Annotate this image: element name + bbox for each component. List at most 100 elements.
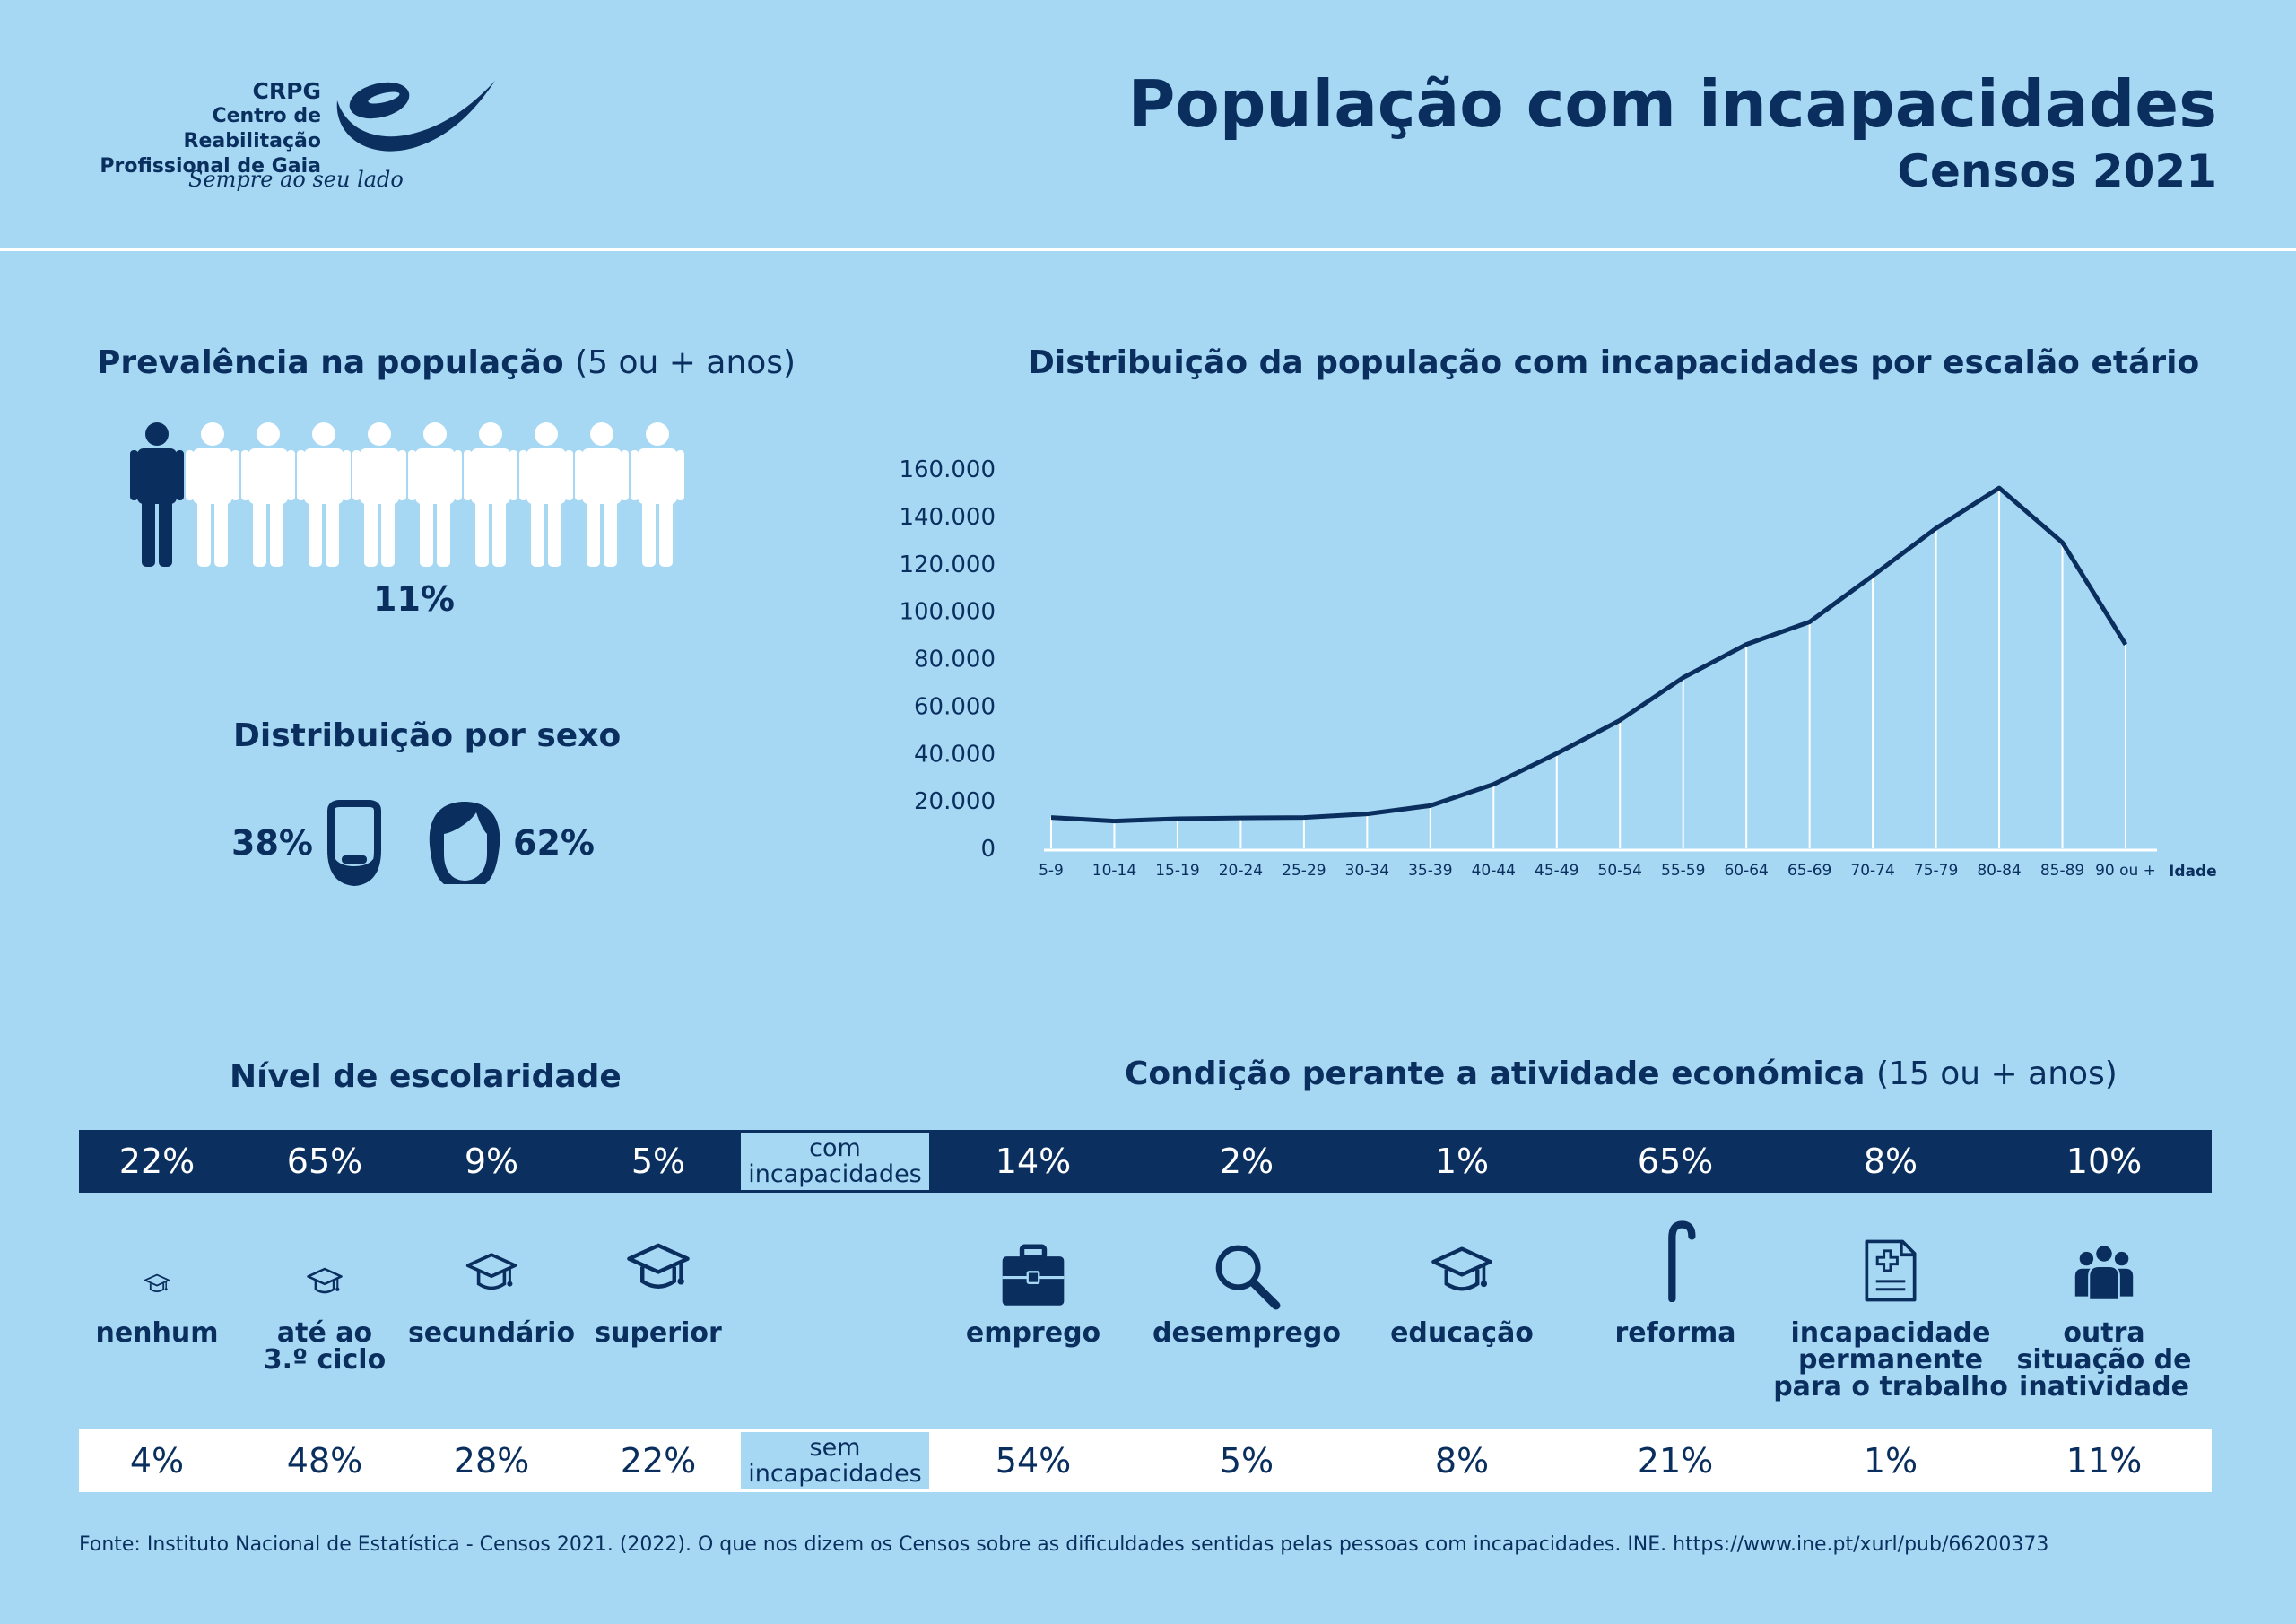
with-disabilities-band: com incapacidades 22% 65% 9% 5% 14% 2% 1% 65% 8%… xyxy=(79,1130,2212,1193)
economic-without-disabilities-value: 21% xyxy=(1637,1441,1714,1481)
female-percentage: 62% xyxy=(513,823,595,863)
x-tick-label: 80-84 xyxy=(1977,862,2021,880)
y-tick-label: 40.000 xyxy=(914,741,996,768)
crpg-logo-icon xyxy=(336,81,495,152)
chart-title: Distribuição da população com incapacida… xyxy=(1028,344,2200,381)
prevalence-heading-text: Prevalência na população xyxy=(97,344,564,381)
age-distribution-chart: 0 20.000 40.000 60.000 80.000 100.000 120.000 1… xyxy=(899,456,2217,881)
economic-with-disabilities-value: 1% xyxy=(1434,1142,1490,1181)
person-filled-icon xyxy=(130,422,184,567)
education-without-disabilities-value: 4% xyxy=(129,1441,185,1481)
y-tick-label: 100.000 xyxy=(899,599,996,626)
education-category-label: superior xyxy=(595,1317,722,1349)
graduation-cap-icon xyxy=(1430,1241,1494,1309)
person-outline-icon xyxy=(241,422,295,567)
graduation-cap-icon xyxy=(144,1272,170,1302)
x-tick-label: 65-69 xyxy=(1787,862,1831,880)
education-with-disabilities-value: 65% xyxy=(286,1142,363,1181)
male-percentage: 38% xyxy=(231,823,313,863)
economic-with-disabilities-value: 14% xyxy=(995,1142,1072,1181)
x-tick-label: 85-89 xyxy=(2040,862,2084,880)
graduation-cap-icon xyxy=(465,1248,518,1306)
cane-icon xyxy=(1634,1220,1717,1306)
medical-document-icon xyxy=(1857,1238,1924,1307)
education-without-disabilities-value: 28% xyxy=(453,1441,530,1481)
person-outline-icon xyxy=(464,422,517,567)
x-tick-label: 60-64 xyxy=(1724,862,1768,880)
economic-category-label: educação xyxy=(1390,1317,1534,1349)
economic-with-disabilities-value: 8% xyxy=(1863,1142,1918,1181)
economic-category-label: incapacidade permanente para o trabalho xyxy=(1773,1317,2008,1403)
economic-category-label: desemprego xyxy=(1152,1317,1341,1349)
education-with-disabilities-value: 5% xyxy=(631,1142,686,1181)
education-without-disabilities-value: 22% xyxy=(620,1441,697,1481)
x-tick-label: 50-54 xyxy=(1598,862,1642,880)
magnifier-icon xyxy=(1212,1241,1282,1315)
person-outline-icon xyxy=(575,422,629,567)
economic-category-label: reforma xyxy=(1614,1317,1736,1349)
economic-without-disabilities-value: 11% xyxy=(2066,1441,2143,1481)
graduation-cap-icon xyxy=(625,1238,691,1307)
economic-with-disabilities-value: 65% xyxy=(1637,1142,1714,1181)
economic-heading-text: Condição perante a atividade económica xyxy=(1125,1055,1866,1092)
person-outline-icon xyxy=(297,422,351,567)
briefcase-icon xyxy=(998,1241,1068,1315)
x-tick-label: 90 ou + xyxy=(2095,862,2156,880)
series-line xyxy=(1050,485,2128,824)
education-with-disabilities-value: 22% xyxy=(118,1142,196,1181)
economic-without-disabilities-value: 54% xyxy=(995,1441,1072,1481)
x-tick-label: 5-9 xyxy=(1039,862,1064,880)
economic-with-disabilities-value: 2% xyxy=(1219,1142,1274,1181)
logo-org-short: CRPG xyxy=(252,78,321,104)
x-tick-label: 40-44 xyxy=(1472,862,1516,880)
economic-heading-aside: (15 ou + anos) xyxy=(1875,1055,2118,1092)
economic-with-disabilities-value: 10% xyxy=(2066,1142,2143,1181)
person-outline-icon xyxy=(186,422,239,567)
x-tick-label: 30-34 xyxy=(1345,862,1389,880)
prevalence-heading-aside: (5 ou + anos) xyxy=(575,344,796,381)
page-title: População com incapacidades xyxy=(1127,66,2217,142)
prevalence-heading: Prevalência na população (5 ou + anos) xyxy=(97,344,796,381)
education-heading: Nível de escolaridade xyxy=(230,1058,622,1095)
logo-org-line1: Centro de Reabilitação xyxy=(183,105,321,152)
graduation-cap-icon xyxy=(306,1264,344,1306)
y-tick-label: 160.000 xyxy=(899,456,996,483)
y-tick-label: 120.000 xyxy=(899,551,996,578)
header-divider xyxy=(0,248,2296,251)
x-tick-label: 20-24 xyxy=(1219,862,1263,880)
y-tick-label: 140.000 xyxy=(899,504,996,531)
male-face-icon xyxy=(327,800,381,887)
x-tick-label: 15-19 xyxy=(1155,862,1199,880)
education-category-label: até ao 3.º ciclo xyxy=(263,1317,387,1376)
y-tick-label: 20.000 xyxy=(914,788,996,815)
economic-without-disabilities-value: 8% xyxy=(1434,1441,1490,1481)
prevalence-people-icons xyxy=(130,422,684,567)
x-tick-label: 55-59 xyxy=(1661,862,1705,880)
economic-category-label: emprego xyxy=(965,1317,1101,1349)
with-disabilities-label: com incapacidades xyxy=(741,1133,929,1190)
logo-tagline: Sempre ao seu lado xyxy=(188,167,404,192)
x-tick-label: 45-49 xyxy=(1535,862,1578,880)
economic-without-disabilities-value: 1% xyxy=(1863,1441,1918,1481)
x-axis-label: Idade xyxy=(2169,863,2217,881)
y-tick-label: 0 xyxy=(980,836,996,863)
y-tick-label: 60.000 xyxy=(914,693,996,720)
y-tick-label: 80.000 xyxy=(914,647,996,673)
logo-org-line2: Profissional de Gaia xyxy=(100,155,321,178)
without-disabilities-label: sem incapacidades xyxy=(741,1432,929,1489)
without-disabilities-band: sem incapacidades 4% 48% 28% 22% 54% 5% 8% 21% 1… xyxy=(79,1429,2212,1492)
female-face-icon xyxy=(429,802,500,884)
logo-org-name: CRPG Centro de Reabilitação Profissional… xyxy=(72,79,321,179)
person-outline-icon xyxy=(408,422,462,567)
group-people-icon xyxy=(2073,1241,2135,1307)
education-with-disabilities-value: 9% xyxy=(464,1142,519,1181)
education-without-disabilities-value: 48% xyxy=(286,1441,363,1481)
sex-heading: Distribuição por sexo xyxy=(233,717,622,754)
source-note: Fonte: Instituto Nacional de Estatística… xyxy=(79,1533,2049,1556)
education-category-label: nenhum xyxy=(95,1317,219,1349)
x-tick-label: 25-29 xyxy=(1282,862,1326,880)
x-tick-label: 10-14 xyxy=(1092,862,1136,880)
person-outline-icon xyxy=(631,422,684,567)
economic-heading: Condição perante a atividade económica (… xyxy=(1125,1055,2118,1092)
person-outline-icon xyxy=(519,422,573,567)
